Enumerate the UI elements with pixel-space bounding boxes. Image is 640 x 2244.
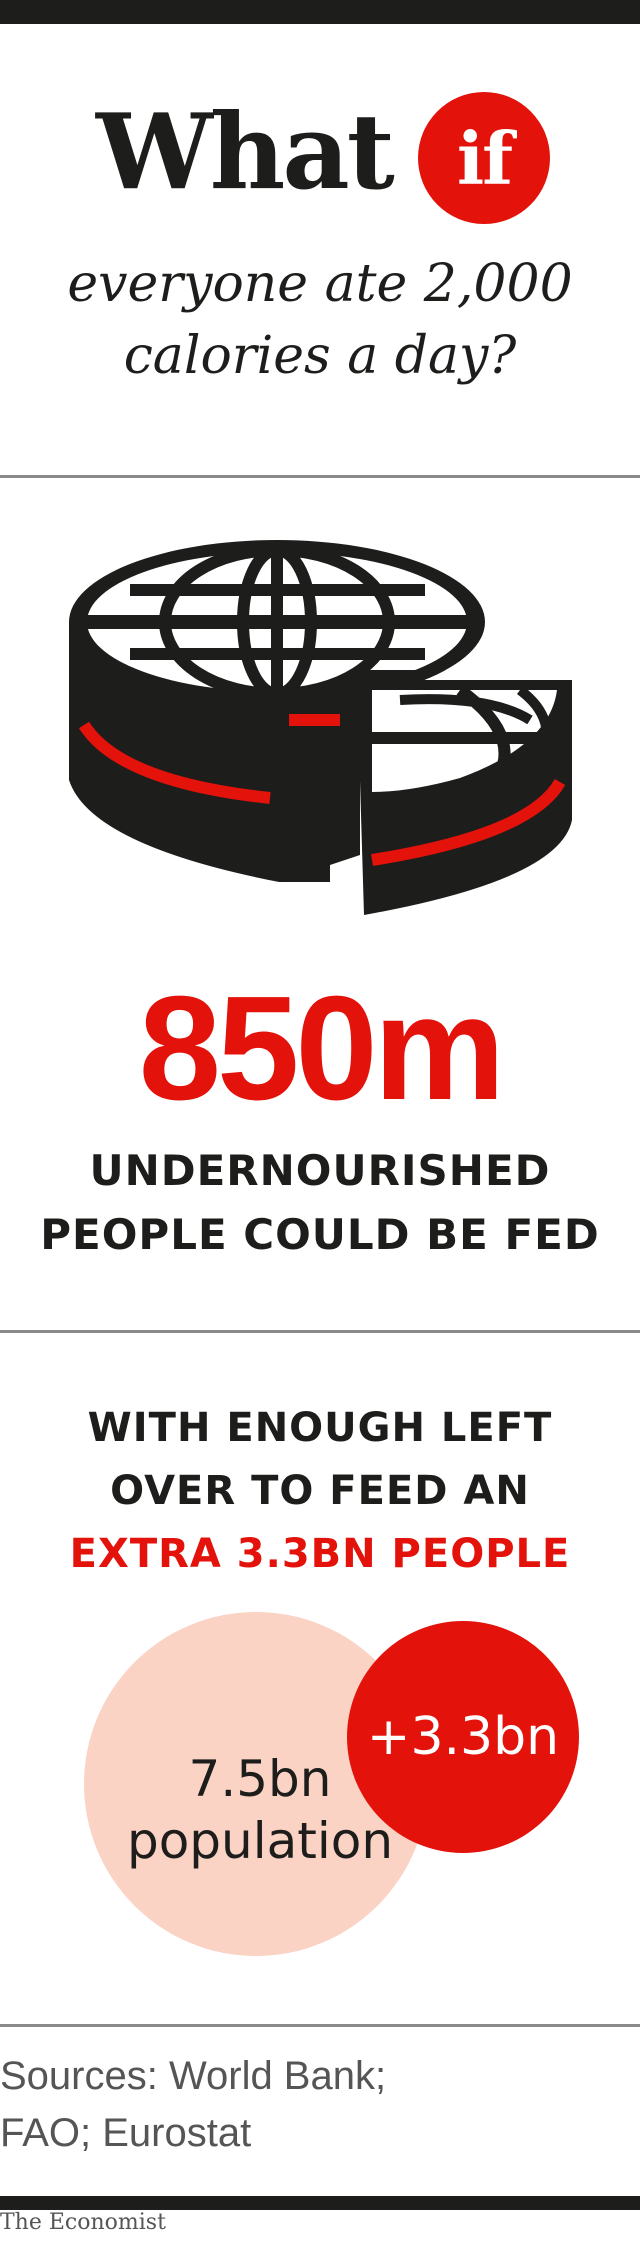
fed-number: 850m: [138, 966, 506, 1131]
headline-word: What: [96, 90, 395, 213]
bottom-rule: [0, 2196, 640, 2210]
sources: Sources: World Bank; FAO; Eurostat: [0, 2048, 386, 2162]
sliced-globe-icon: [60, 520, 580, 960]
fed-line-2: PEOPLE COULD BE FED: [40, 1210, 600, 1259]
population-value: 7.5bn: [188, 1750, 332, 1808]
population-label: 7.5bn population: [110, 1748, 410, 1872]
divider: [0, 475, 640, 478]
if-badge: if: [418, 92, 550, 224]
divider: [0, 2024, 640, 2027]
sources-line-2: FAO; Eurostat: [0, 2111, 252, 2155]
population-word: population: [126, 1812, 394, 1870]
subtitle: everyone ate 2,000 calories a day?: [0, 248, 640, 392]
extra-population-circle: +3.3bn: [347, 1621, 579, 1853]
fed-line-1: UNDERNOURISHED: [89, 1146, 551, 1195]
subtitle-line-1: everyone ate 2,000: [67, 254, 573, 314]
extra-population-value: +3.3bn: [366, 1707, 560, 1767]
subtitle-line-2: calories a day?: [123, 326, 517, 386]
sources-line-1: Sources: World Bank;: [0, 2054, 387, 2098]
brand-name: The Economist: [0, 2210, 166, 2235]
leftover-line-1: WITH ENOUGH LEFT: [87, 1405, 553, 1451]
divider: [0, 1330, 640, 1333]
leftover-line-2: OVER TO FEED AN: [110, 1468, 530, 1514]
leftover-line-3: EXTRA 3.3BN PEOPLE: [69, 1531, 571, 1577]
top-rule: [0, 0, 640, 24]
